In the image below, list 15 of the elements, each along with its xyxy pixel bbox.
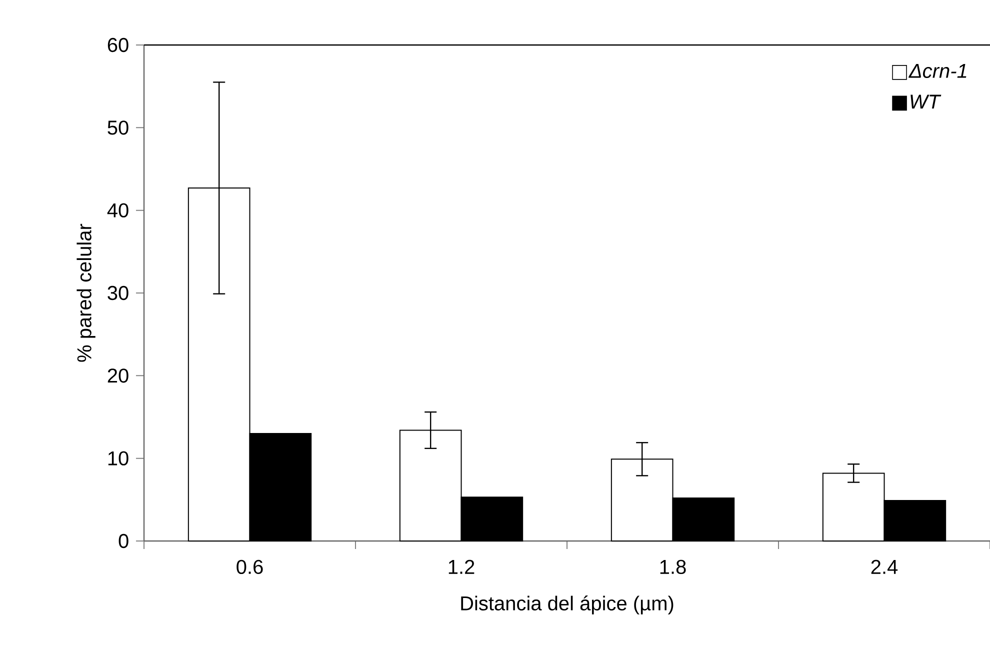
legend-label: Δcrn-1 [908, 64, 966, 78]
x-tick-label: 0.6 [236, 560, 263, 574]
x-tick-label: 1.2 [448, 560, 474, 574]
y-axis-title: % pared celular [76, 224, 96, 362]
y-tick-label: 30 [108, 286, 128, 300]
y-tick-label: 60 [108, 38, 128, 52]
y-tick-label: 40 [107, 203, 128, 218]
x-tick-label: 2.4 [871, 560, 898, 574]
x-tick-label: 1.8 [660, 560, 686, 574]
y-tick-label: 20 [108, 368, 128, 383]
y-tick-label: 50 [108, 120, 128, 135]
y-tick-label: 0 [118, 534, 128, 548]
x-axis-title: Distancia del ápice (µm) [461, 596, 674, 614]
legend-label: WT [910, 94, 942, 109]
y-tick-label: 10 [108, 451, 128, 466]
